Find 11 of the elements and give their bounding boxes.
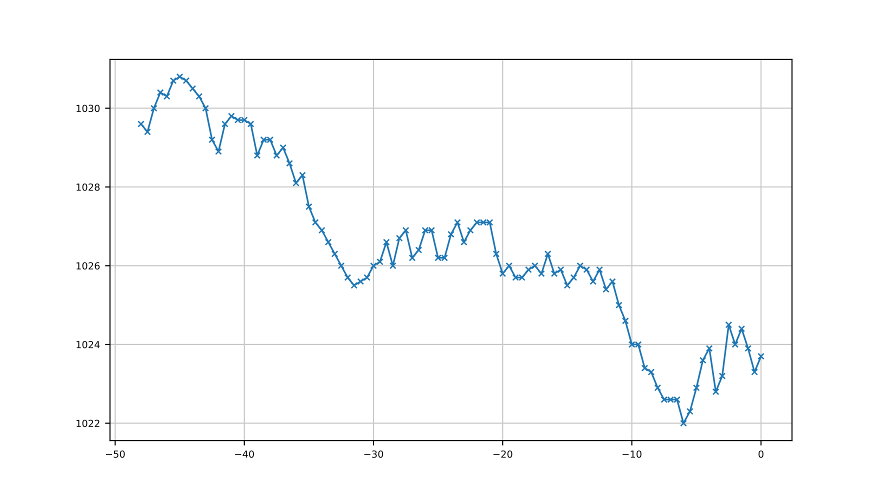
x-tick-label: −50: [106, 450, 125, 458]
y-tick-label: 1028: [76, 183, 100, 191]
y-tick-label: 1024: [76, 340, 100, 348]
y-tick-label: 1030: [76, 104, 100, 112]
x-tick-label: −20: [493, 450, 512, 458]
x-tick-label: −40: [235, 450, 254, 458]
x-tick-label: −30: [364, 450, 384, 458]
x-tick-label: 0: [758, 450, 764, 458]
x-tick-label: −10: [622, 450, 642, 458]
y-tick-label: 1022: [76, 420, 100, 428]
y-tick-label: 1026: [76, 262, 100, 270]
